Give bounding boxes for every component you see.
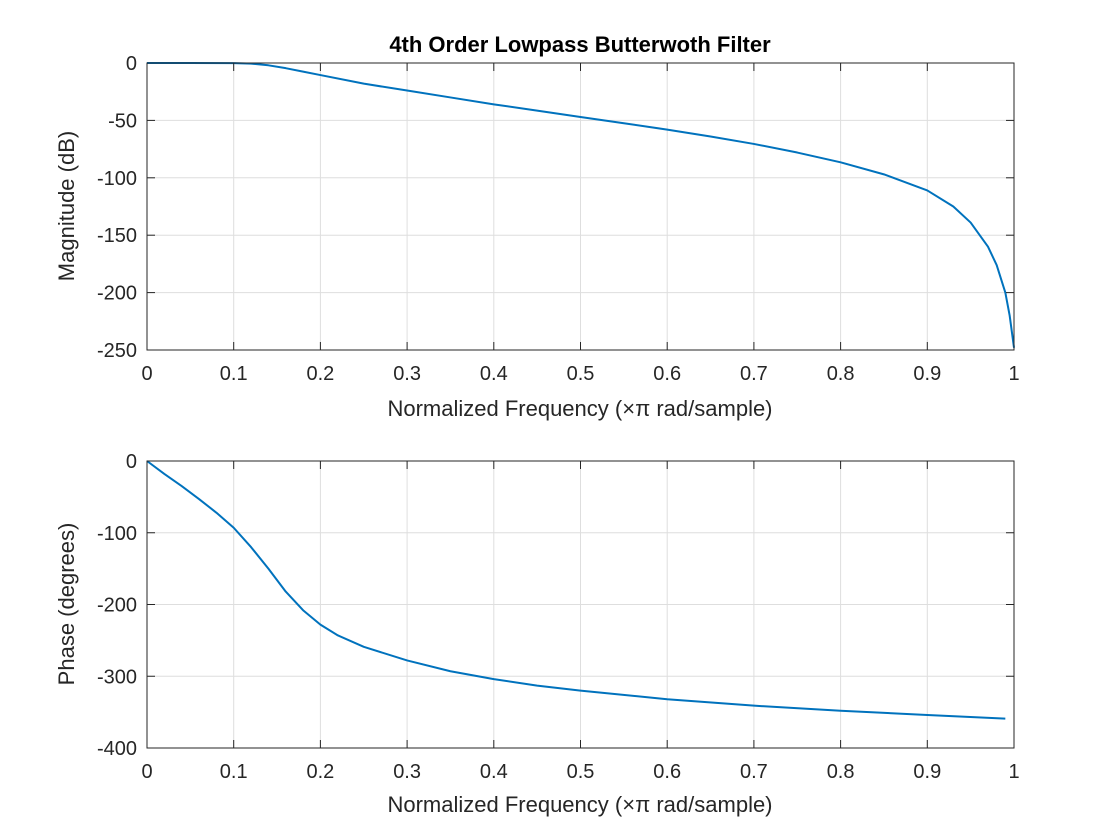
magnitude-y-tick-label: -150 bbox=[97, 225, 137, 247]
magnitude-x-tick-label: 0 bbox=[141, 363, 152, 385]
phase-curve-layer bbox=[146, 460, 1006, 720]
magnitude-x-tick-label: 0.5 bbox=[567, 363, 595, 385]
magnitude-x-tick-label: 0.7 bbox=[740, 363, 768, 385]
phase-y-tick-label: -300 bbox=[97, 666, 137, 688]
phase-x-tick-label: 0.1 bbox=[220, 761, 248, 783]
magnitude-y-tick-label: -250 bbox=[97, 340, 137, 362]
magnitude-x-tick-label: 0.3 bbox=[393, 363, 421, 385]
magnitude-plot-title: 4th Order Lowpass Butterwoth Filter bbox=[389, 32, 771, 57]
magnitude-y-tick-label: -100 bbox=[97, 168, 137, 190]
phase-y-tick-label: -400 bbox=[97, 738, 137, 760]
phase-x-tick-label: 0.6 bbox=[653, 761, 681, 783]
magnitude-ticks: 0 0.1 0.2 0.3 0.4 0.5 0.6 0.7 0.8 0.9 1 0 -50 -100 -15… bbox=[97, 53, 1020, 385]
magnitude-x-tick-label: 1 bbox=[1008, 363, 1019, 385]
phase-ticks: 0 0.1 0.2 0.3 0.4 0.5 0.6 0.7 0.8 0.9 1 0 -100 -200 -3… bbox=[97, 451, 1020, 783]
phase-x-tick-label: 1 bbox=[1008, 761, 1019, 783]
phase-x-tick-label: 0.2 bbox=[306, 761, 334, 783]
magnitude-x-tick-label: 0.9 bbox=[913, 363, 941, 385]
phase-x-tick-label: 0.7 bbox=[740, 761, 768, 783]
magnitude-plot: 4th Order Lowpass Butterwoth Filter 0 0.1… bbox=[54, 32, 1020, 421]
phase-x-tick-label: 0.3 bbox=[393, 761, 421, 783]
magnitude-x-tick-label: 0.8 bbox=[827, 363, 855, 385]
phase-x-tick-label: 0.9 bbox=[913, 761, 941, 783]
phase-plot: 0 0.1 0.2 0.3 0.4 0.5 0.6 0.7 0.8 0.9 1 0 -100 -200 -3… bbox=[54, 451, 1020, 817]
phase-response-line bbox=[146, 460, 1006, 720]
magnitude-x-tick-label: 0.2 bbox=[306, 363, 334, 385]
magnitude-y-tick-label: -200 bbox=[97, 283, 137, 305]
phase-x-tick-label: 0.4 bbox=[480, 761, 508, 783]
magnitude-x-tick-label: 0.4 bbox=[480, 363, 508, 385]
phase-y-axis-label: Phase (degrees) bbox=[54, 523, 79, 686]
phase-y-tick-label: 0 bbox=[126, 451, 137, 473]
magnitude-y-tick-label: -50 bbox=[108, 110, 137, 132]
phase-x-axis-label: Normalized Frequency (×π rad/sample) bbox=[387, 792, 772, 817]
phase-x-tick-label: 0 bbox=[141, 761, 152, 783]
phase-y-tick-label: -200 bbox=[97, 595, 137, 617]
magnitude-curve-layer bbox=[147, 62, 1015, 348]
phase-x-tick-label: 0.8 bbox=[827, 761, 855, 783]
magnitude-y-tick-label: 0 bbox=[126, 53, 137, 75]
magnitude-y-axis-label: Magnitude (dB) bbox=[54, 131, 79, 281]
phase-y-tick-label: -100 bbox=[97, 523, 137, 545]
magnitude-response-line bbox=[147, 62, 1015, 348]
magnitude-x-tick-label: 0.6 bbox=[653, 363, 681, 385]
magnitude-x-tick-label: 0.1 bbox=[220, 363, 248, 385]
magnitude-x-axis-label: Normalized Frequency (×π rad/sample) bbox=[387, 396, 772, 421]
phase-x-tick-label: 0.5 bbox=[567, 761, 595, 783]
